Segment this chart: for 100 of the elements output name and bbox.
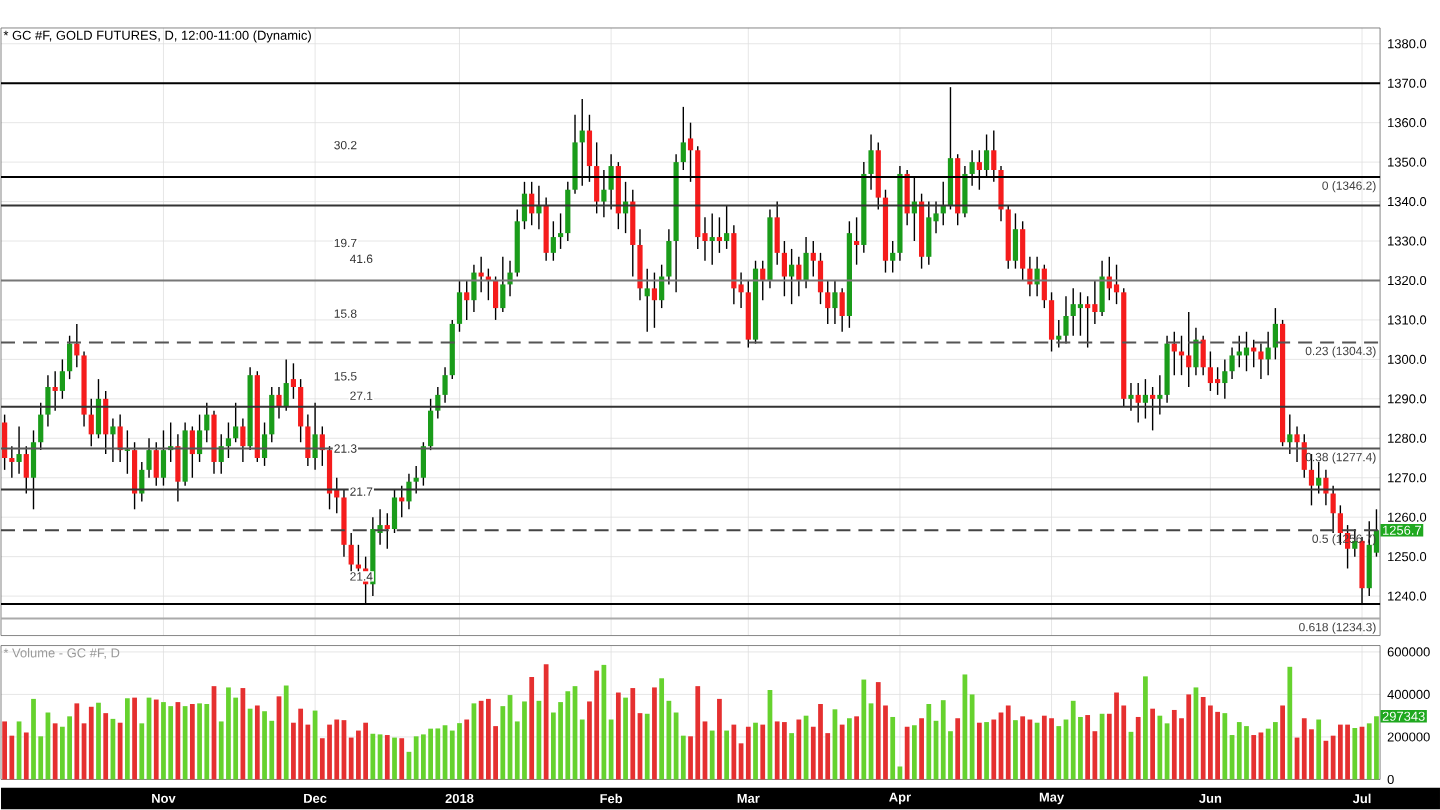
candlestick [1077, 291, 1084, 337]
candlestick [1099, 260, 1105, 317]
candlestick [651, 272, 658, 329]
bar [955, 718, 961, 780]
bar [1374, 716, 1379, 780]
bar [124, 698, 130, 780]
candlestick [709, 212, 715, 266]
candlestick [810, 240, 816, 278]
bar [861, 679, 867, 780]
bar [88, 707, 94, 780]
candlestick [716, 216, 723, 254]
bar [1337, 724, 1343, 780]
bar [1287, 667, 1293, 780]
bar [457, 723, 462, 780]
bar [1020, 716, 1026, 780]
bar [919, 718, 924, 780]
bar [189, 704, 195, 780]
candlestick [471, 264, 477, 314]
candlestick [1092, 280, 1098, 325]
candlestick [88, 398, 94, 448]
bar [1150, 708, 1156, 780]
bar [724, 730, 730, 780]
bar [1085, 715, 1091, 780]
candlestick [326, 445, 333, 511]
bar [356, 730, 361, 780]
bar [717, 699, 722, 780]
bar [926, 704, 932, 780]
candlestick [464, 280, 470, 321]
candlestick [1178, 335, 1185, 377]
bar [384, 735, 390, 780]
bar [117, 722, 123, 780]
candlestick [225, 422, 232, 459]
candlestick [131, 441, 138, 511]
bar [796, 719, 802, 780]
bar [168, 706, 174, 780]
candlestick [160, 429, 167, 487]
candlestick [724, 205, 730, 250]
candlestick [1048, 291, 1055, 353]
candlestick [1142, 378, 1149, 420]
candlestick [478, 256, 484, 294]
bar [652, 687, 657, 780]
bar [745, 727, 751, 780]
bar [1049, 718, 1054, 780]
candlestick [1020, 220, 1026, 282]
candlestick [204, 402, 210, 444]
candlestick [680, 106, 686, 171]
bar [594, 670, 600, 780]
bar [435, 728, 441, 780]
bar [262, 711, 267, 780]
bar [1186, 694, 1192, 780]
candlestick [153, 441, 159, 487]
bar [197, 703, 202, 780]
bar [818, 704, 823, 780]
candlestick [391, 489, 398, 534]
bar [659, 678, 665, 780]
bar [298, 708, 304, 780]
bar [615, 692, 621, 780]
candlestick [283, 358, 289, 412]
bar [1280, 705, 1285, 780]
candlestick [493, 276, 499, 321]
candlestick [110, 418, 116, 463]
bar [1143, 676, 1148, 780]
candlestick [500, 256, 506, 314]
bar [334, 719, 340, 780]
bar [731, 724, 737, 780]
candlestick [666, 228, 672, 286]
candlestick [565, 181, 571, 242]
bar [1345, 724, 1350, 780]
candlestick [550, 220, 556, 262]
bar [1316, 719, 1322, 780]
bar [478, 701, 484, 780]
bar [392, 737, 397, 780]
bar [695, 686, 701, 780]
candlestick [630, 189, 636, 278]
candlestick [1113, 264, 1120, 306]
bar [226, 687, 231, 780]
bar [1171, 710, 1177, 780]
bar [1135, 717, 1141, 780]
bar [399, 738, 405, 780]
bar [363, 722, 369, 780]
candlestick [825, 280, 831, 325]
candlestick [1287, 414, 1293, 456]
bar [709, 730, 715, 780]
bar [103, 713, 109, 780]
candlestick [1193, 327, 1199, 377]
bar [760, 724, 766, 780]
candlestick [1135, 382, 1141, 424]
bar [522, 701, 527, 780]
bar [1265, 728, 1271, 780]
bar [153, 699, 159, 780]
candlestick [1207, 351, 1213, 392]
bar [485, 699, 491, 780]
bar [1005, 705, 1011, 780]
bar [449, 730, 455, 780]
candlestick [1236, 335, 1242, 369]
bar [565, 691, 571, 780]
candlestick [1150, 386, 1156, 432]
candlestick [1070, 287, 1076, 337]
candlestick [59, 358, 65, 400]
bar [182, 706, 188, 780]
